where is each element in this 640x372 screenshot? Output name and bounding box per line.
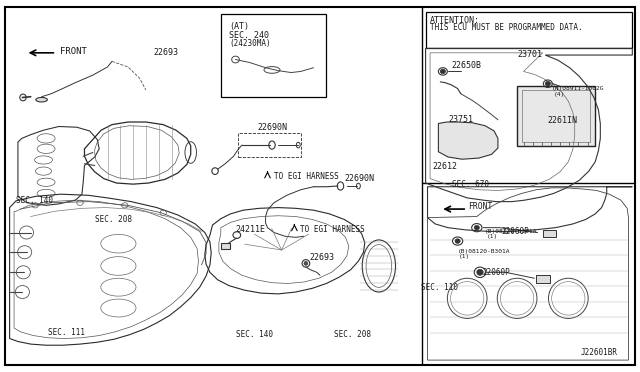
Text: FRONT: FRONT [468, 202, 493, 211]
Text: SEC. 670: SEC. 670 [452, 180, 490, 189]
Text: 23701: 23701 [517, 50, 542, 59]
Text: 22650B: 22650B [451, 61, 481, 70]
Text: SEC. 110: SEC. 110 [421, 283, 458, 292]
Text: 2261IN: 2261IN [547, 116, 577, 125]
Ellipse shape [477, 269, 483, 275]
Polygon shape [438, 122, 498, 159]
Text: (N)08911-1062G: (N)08911-1062G [552, 86, 604, 91]
Text: 22612: 22612 [432, 162, 457, 171]
Ellipse shape [36, 97, 47, 102]
Text: (B)08120-B301A: (B)08120-B301A [485, 229, 538, 234]
Ellipse shape [545, 81, 550, 86]
Text: SEC. 240: SEC. 240 [229, 31, 269, 39]
Text: (B)08120-B301A: (B)08120-B301A [458, 249, 510, 254]
Text: SEC. 140: SEC. 140 [236, 330, 273, 339]
Text: FRONT: FRONT [60, 47, 86, 56]
Text: J22601BR: J22601BR [581, 348, 618, 357]
Bar [221, 14, 326, 97]
Text: (1): (1) [486, 234, 498, 239]
Ellipse shape [304, 262, 308, 265]
Text: 24211E: 24211E [236, 225, 266, 234]
Text: TO EGI HARNESS: TO EGI HARNESS [274, 172, 339, 181]
Text: 22690N: 22690N [257, 123, 287, 132]
Text: 22693: 22693 [154, 48, 179, 57]
Text: ATTENTION:: ATTENTION: [430, 16, 480, 25]
Ellipse shape [474, 225, 479, 230]
Bar [426, 12, 632, 48]
Text: (4): (4) [554, 93, 565, 97]
Text: (1): (1) [459, 254, 470, 259]
Bar [543, 230, 556, 237]
Text: 22060P: 22060P [502, 227, 529, 236]
Text: 22690N: 22690N [344, 174, 374, 183]
Text: THIS ECU MUST BE PROGRAMMED DATA.: THIS ECU MUST BE PROGRAMMED DATA. [430, 23, 582, 32]
Text: (24230MA): (24230MA) [229, 39, 271, 48]
Text: 22693: 22693 [310, 253, 335, 262]
Bar [536, 275, 550, 283]
Ellipse shape [440, 69, 445, 74]
Text: SEC. 208: SEC. 208 [95, 215, 132, 224]
Text: 23751: 23751 [448, 115, 473, 124]
Bar [522, 90, 590, 142]
Text: 22060P: 22060P [483, 268, 510, 277]
Text: SEC. 208: SEC. 208 [334, 330, 371, 339]
Bar [221, 243, 230, 249]
Text: TO EGI HARNESS: TO EGI HARNESS [300, 225, 364, 234]
Text: (AT): (AT) [229, 22, 249, 31]
Bar [517, 86, 595, 146]
Ellipse shape [455, 239, 460, 243]
Text: SEC. 111: SEC. 111 [48, 328, 85, 337]
Text: SEC. 140: SEC. 140 [16, 196, 53, 205]
